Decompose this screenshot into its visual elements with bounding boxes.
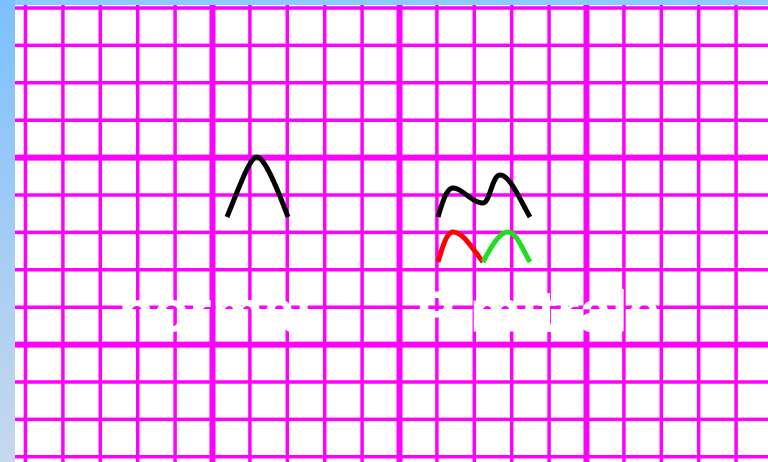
page: {"labels": ["normal", "P mitrale"]} norm… [0,0,768,462]
label-normal: normal [118,279,311,344]
ecg-slide: normal P mitrale [0,0,768,462]
top-strip [0,0,768,5]
side-strip [0,0,15,462]
label-p-mitrale: P mitrale [416,279,660,344]
